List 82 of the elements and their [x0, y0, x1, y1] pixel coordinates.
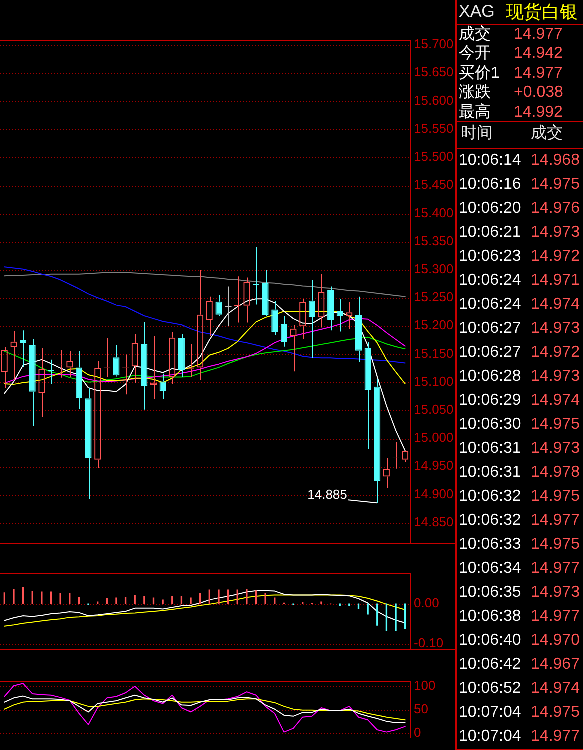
candlestick [113, 344, 120, 378]
text: 10:06:21 14.973 [459, 224, 580, 242]
candlestick [308, 280, 316, 359]
y-tick-label: 50 [414, 701, 428, 716]
text: 10:06:20 14.976 [459, 200, 580, 218]
y-tick-label: 15.350 [414, 233, 454, 248]
y-tick-label: 15.150 [414, 346, 454, 361]
y-tick-label: 14.900 [414, 486, 454, 502]
text: 10:06:32 14.977 [459, 512, 580, 530]
text: 时间 [461, 124, 493, 144]
text: 14.977 [514, 64, 563, 83]
text: 今开 [459, 45, 491, 64]
candlestick [374, 379, 381, 504]
text: 10:06:16 14.975 [459, 176, 580, 194]
text: 涨跌 [459, 84, 491, 102]
text: 10:06:29 14.974 [459, 392, 580, 410]
candlestick [141, 322, 148, 410]
text: 10:06:31 14.978 [459, 464, 580, 482]
candlestick [76, 350, 82, 410]
text: 买价1 [459, 64, 500, 83]
text: 10:06:30 14.975 [459, 416, 580, 434]
candlestick [262, 270, 269, 318]
candlestick [355, 296, 362, 363]
candlestick [252, 246, 260, 306]
text: 14.977 [514, 26, 563, 44]
candlestick [29, 338, 36, 427]
text: XAG [459, 2, 495, 22]
y-tick-label: 15.450 [414, 177, 454, 192]
text: 10:06:40 14.970 [459, 632, 580, 650]
y-tick-label: 15.400 [414, 205, 454, 220]
text: 现货白银 [506, 2, 578, 22]
text: 10:06:33 14.975 [459, 536, 580, 554]
text: 10:06:24 14.974 [459, 296, 580, 314]
y-tick-label: 15.250 [414, 290, 454, 305]
candlestick [85, 388, 92, 500]
candlestick [272, 300, 278, 336]
text: 成交 [531, 124, 563, 144]
text: 10:06:23 14.972 [459, 248, 580, 266]
y-tick-label: -0.10 [414, 635, 444, 650]
text: 10:06:34 14.977 [459, 560, 580, 578]
y-tick-label: 15.000 [414, 430, 454, 446]
y-tick-label: 15.200 [414, 318, 454, 333]
candlestick [328, 286, 334, 332]
text: +0.038 [514, 84, 564, 102]
candlestick [364, 342, 372, 450]
text: 10:06:28 14.973 [459, 368, 580, 386]
text: 10:06:35 14.973 [459, 584, 580, 602]
y-tick-label: 15.300 [414, 261, 454, 276]
text: 10:06:32 14.975 [459, 488, 580, 506]
candlestick [280, 316, 288, 348]
text: 14.942 [514, 45, 563, 64]
text: 14.992 [514, 104, 563, 122]
y-tick-label: 15.650 [414, 64, 454, 80]
y-tick-label: 14.950 [414, 458, 454, 474]
text: 10:06:42 14.967 [459, 656, 580, 674]
text: 10:06:27 14.972 [459, 344, 580, 362]
y-tick-label: 0.00 [414, 596, 440, 611]
text: 10:07:04 14.975 [459, 704, 580, 722]
text: 最高 [459, 104, 491, 122]
text: 成交 [459, 26, 491, 44]
candlestick [216, 294, 222, 318]
text: 10:06:52 14.974 [459, 680, 580, 698]
text: 10:06:24 14.971 [459, 272, 580, 290]
annotation: 14.885 [308, 487, 348, 502]
y-tick-label: 14.850 [414, 514, 454, 530]
y-tick-label: 0 [414, 724, 422, 740]
y-tick-label: 100 [414, 678, 436, 694]
candlestick [160, 373, 166, 400]
text: 10:06:38 14.977 [459, 608, 580, 626]
text: 10:06:31 14.973 [459, 440, 580, 458]
y-tick-label: 15.500 [414, 149, 454, 164]
candlestick [20, 330, 27, 368]
text: 10:06:14 14.968 [459, 152, 580, 170]
y-tick-label: 15.550 [414, 120, 454, 136]
candlestick [178, 334, 185, 378]
candlestick [224, 286, 232, 327]
y-tick-label: 15.700 [414, 36, 454, 52]
y-tick-label: 15.100 [414, 374, 454, 389]
y-tick-label: 15.600 [414, 92, 454, 108]
text: 10:07:04 14.977 [459, 728, 580, 746]
y-tick-label: 15.050 [414, 402, 454, 417]
text: 10:06:27 14.973 [459, 320, 580, 338]
